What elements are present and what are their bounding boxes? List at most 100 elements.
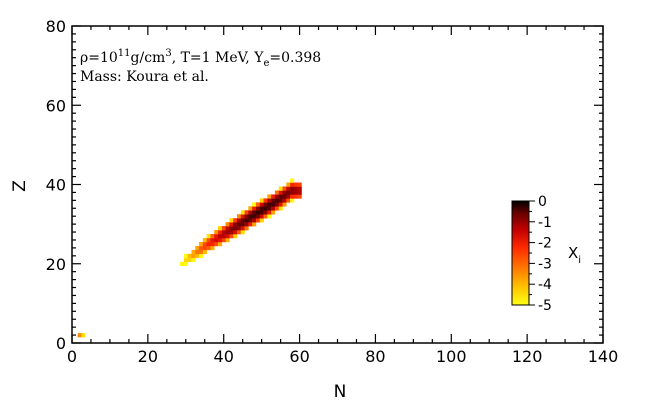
colorbar-tick-label: -4 bbox=[538, 277, 552, 293]
heatmap-cell bbox=[263, 206, 268, 211]
heatmap-cell bbox=[236, 218, 242, 223]
heatmap-cell bbox=[191, 253, 196, 259]
heatmap-cell bbox=[221, 230, 226, 235]
heatmap-cell bbox=[191, 257, 196, 263]
heatmap-cell bbox=[248, 210, 253, 215]
heatmap-cell bbox=[244, 218, 249, 223]
heatmap-cell bbox=[191, 249, 196, 255]
heatmap-cell bbox=[218, 234, 223, 239]
x-tick-label: 20 bbox=[138, 347, 158, 366]
heatmap-cell bbox=[187, 257, 192, 263]
heatmap-cell bbox=[199, 249, 204, 255]
heatmap-cell bbox=[274, 194, 280, 199]
heatmap-cell bbox=[218, 237, 223, 243]
heatmap-cell bbox=[244, 210, 249, 215]
heatmap-cell bbox=[286, 182, 291, 187]
y-tick-labels: 0 20 40 60 80 bbox=[46, 17, 66, 353]
x-tick-label: 40 bbox=[214, 347, 234, 366]
heatmap-cell bbox=[229, 234, 234, 239]
heatmap-cell bbox=[214, 234, 219, 239]
heatmap-cell bbox=[206, 245, 211, 251]
heatmap-cell bbox=[271, 202, 276, 207]
heatmap-cell bbox=[199, 245, 204, 251]
heatmap-cell bbox=[267, 194, 272, 199]
heatmap-cell bbox=[271, 210, 276, 215]
y-tick-label: 60 bbox=[46, 96, 66, 115]
heatmap-cell bbox=[248, 218, 253, 223]
heatmap-cell bbox=[274, 190, 280, 195]
heatmap-cell bbox=[77, 333, 82, 338]
heatmap-cell bbox=[183, 261, 188, 267]
y-tick-label: 80 bbox=[46, 17, 66, 36]
colorbar-tick-label: 0 bbox=[538, 194, 547, 210]
heatmap-cell bbox=[278, 206, 283, 211]
heatmap-cell bbox=[236, 226, 242, 231]
heatmap-cell bbox=[267, 214, 272, 219]
heatmap-cell bbox=[236, 222, 242, 227]
heatmap-cell bbox=[286, 190, 291, 195]
heatmap-cell bbox=[252, 210, 257, 215]
heatmap-cell bbox=[267, 210, 272, 215]
heatmap-cell bbox=[240, 222, 245, 227]
heatmap-cell bbox=[290, 194, 295, 199]
heatmap-cell bbox=[248, 206, 253, 211]
heatmap-cell bbox=[199, 241, 204, 247]
heatmap-cell bbox=[225, 237, 230, 243]
heatmap-cell bbox=[282, 186, 287, 191]
x-tick-labels: 0 20 40 60 80 100 120 140 bbox=[67, 347, 618, 366]
y-tick-label: 40 bbox=[46, 176, 66, 195]
heatmap-cell bbox=[233, 218, 238, 223]
heatmap-cell bbox=[233, 226, 238, 231]
heatmap-cell bbox=[286, 194, 291, 199]
heatmap-cell bbox=[255, 214, 261, 219]
heatmap-cell bbox=[255, 202, 261, 207]
heatmap-cell bbox=[290, 182, 295, 187]
heatmap-cell bbox=[210, 241, 215, 247]
heatmap-cell bbox=[263, 210, 268, 215]
heatmap-cell bbox=[263, 198, 268, 203]
heatmap-cell bbox=[278, 202, 283, 207]
colorbar-title: Xi bbox=[568, 244, 581, 266]
heatmap-cell bbox=[183, 253, 188, 259]
heatmap-cell bbox=[229, 218, 234, 223]
heatmap-cell bbox=[206, 234, 211, 239]
heatmap-cell bbox=[206, 241, 211, 247]
heatmap-cell bbox=[221, 226, 226, 231]
heatmap-cell bbox=[202, 237, 207, 243]
heatmap-cell bbox=[214, 237, 219, 243]
heatmap-cell bbox=[229, 222, 234, 227]
heatmap-cell bbox=[282, 194, 287, 199]
x-axis-title: N bbox=[334, 382, 347, 402]
heatmap-cell bbox=[267, 198, 272, 203]
heatmap-cell bbox=[214, 230, 219, 235]
heatmap-cell bbox=[259, 206, 264, 211]
heatmap-cell bbox=[202, 245, 207, 251]
heatmap-cell bbox=[278, 186, 283, 191]
heatmap-cell bbox=[278, 190, 283, 195]
heatmap-cell bbox=[290, 198, 295, 203]
heatmap-cell bbox=[221, 234, 226, 239]
colorbar-tick-label: -3 bbox=[538, 256, 552, 272]
heatmap-cell bbox=[252, 214, 257, 219]
heatmap-cell bbox=[267, 202, 272, 207]
heatmap-cell bbox=[252, 222, 257, 227]
heatmap-cell bbox=[210, 245, 215, 251]
heatmap-cell bbox=[218, 241, 223, 247]
heatmap-cell bbox=[293, 190, 298, 195]
heatmap-cell bbox=[202, 241, 207, 247]
heatmap-cell bbox=[229, 226, 234, 231]
axis-ticks bbox=[71, 25, 604, 344]
heatmap-cell bbox=[293, 194, 298, 199]
heatmap-cell bbox=[282, 190, 287, 195]
heatmap-cell bbox=[252, 202, 257, 207]
heatmap-cells bbox=[77, 178, 302, 338]
heatmap-cell bbox=[229, 230, 234, 235]
heatmap-cell bbox=[233, 222, 238, 227]
heatmap-cell bbox=[187, 253, 192, 259]
heatmap-cell bbox=[274, 202, 280, 207]
heatmap-cell bbox=[267, 206, 272, 211]
heatmap-cell bbox=[271, 194, 276, 199]
heatmap-cell bbox=[259, 210, 264, 215]
heatmap-cell bbox=[221, 237, 226, 243]
